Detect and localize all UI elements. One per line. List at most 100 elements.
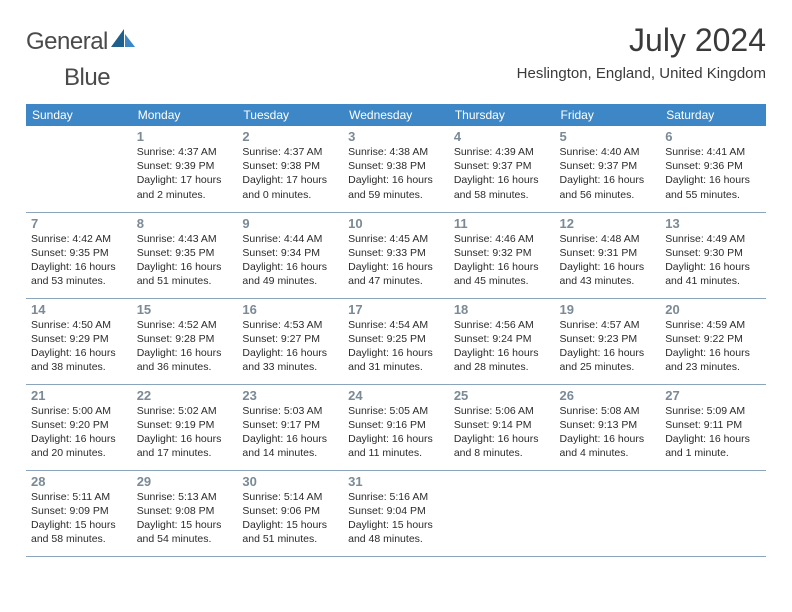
day-info-line: Daylight: 15 hours xyxy=(137,518,233,532)
day-info-line: Sunset: 9:19 PM xyxy=(137,418,233,432)
day-number: 25 xyxy=(454,388,550,403)
day-header-row: Sunday Monday Tuesday Wednesday Thursday… xyxy=(26,104,766,126)
day-info-line: Sunset: 9:34 PM xyxy=(242,246,338,260)
day-info-line: Sunrise: 4:53 AM xyxy=(242,318,338,332)
day-info: Sunrise: 4:59 AMSunset: 9:22 PMDaylight:… xyxy=(665,318,761,375)
calendar-row: 14Sunrise: 4:50 AMSunset: 9:29 PMDayligh… xyxy=(26,298,766,384)
day-number: 8 xyxy=(137,216,233,231)
calendar-cell: 13Sunrise: 4:49 AMSunset: 9:30 PMDayligh… xyxy=(660,212,766,298)
day-number: 17 xyxy=(348,302,444,317)
day-info-line: Sunset: 9:36 PM xyxy=(665,159,761,173)
day-info: Sunrise: 4:49 AMSunset: 9:30 PMDaylight:… xyxy=(665,232,761,289)
day-info-line: Sunset: 9:06 PM xyxy=(242,504,338,518)
calendar-cell: 18Sunrise: 4:56 AMSunset: 9:24 PMDayligh… xyxy=(449,298,555,384)
calendar-cell: 14Sunrise: 4:50 AMSunset: 9:29 PMDayligh… xyxy=(26,298,132,384)
day-info-line: Sunrise: 5:11 AM xyxy=(31,490,127,504)
day-number: 12 xyxy=(560,216,656,231)
brand-logo: General xyxy=(26,28,136,56)
day-info-line: Sunrise: 5:05 AM xyxy=(348,404,444,418)
brand-text-2: Blue xyxy=(64,64,110,91)
day-info-line: and 36 minutes. xyxy=(137,360,233,374)
day-info-line: Daylight: 16 hours xyxy=(137,346,233,360)
calendar-cell: 4Sunrise: 4:39 AMSunset: 9:37 PMDaylight… xyxy=(449,126,555,212)
calendar-cell: 1Sunrise: 4:37 AMSunset: 9:39 PMDaylight… xyxy=(132,126,238,212)
day-info: Sunrise: 4:54 AMSunset: 9:25 PMDaylight:… xyxy=(348,318,444,375)
day-header-sun: Sunday xyxy=(26,104,132,126)
day-info-line: Sunrise: 4:49 AM xyxy=(665,232,761,246)
day-info-line: and 43 minutes. xyxy=(560,274,656,288)
day-info-line: and 38 minutes. xyxy=(31,360,127,374)
day-info-line: Sunrise: 4:50 AM xyxy=(31,318,127,332)
day-info-line: Daylight: 16 hours xyxy=(348,346,444,360)
day-number: 28 xyxy=(31,474,127,489)
calendar-cell: 16Sunrise: 4:53 AMSunset: 9:27 PMDayligh… xyxy=(237,298,343,384)
calendar-cell: 30Sunrise: 5:14 AMSunset: 9:06 PMDayligh… xyxy=(237,470,343,556)
day-info-line: and 58 minutes. xyxy=(454,188,550,202)
day-info-line: Sunrise: 5:03 AM xyxy=(242,404,338,418)
day-number: 9 xyxy=(242,216,338,231)
calendar-cell xyxy=(555,470,661,556)
day-info: Sunrise: 4:53 AMSunset: 9:27 PMDaylight:… xyxy=(242,318,338,375)
day-info-line: Daylight: 16 hours xyxy=(665,173,761,187)
brand-text-2-wrap: Blue xyxy=(26,64,766,92)
day-info: Sunrise: 4:39 AMSunset: 9:37 PMDaylight:… xyxy=(454,145,550,202)
day-header-fri: Friday xyxy=(555,104,661,126)
day-info: Sunrise: 5:00 AMSunset: 9:20 PMDaylight:… xyxy=(31,404,127,461)
calendar-cell: 22Sunrise: 5:02 AMSunset: 9:19 PMDayligh… xyxy=(132,384,238,470)
day-info-line: Sunrise: 4:46 AM xyxy=(454,232,550,246)
calendar-cell: 10Sunrise: 4:45 AMSunset: 9:33 PMDayligh… xyxy=(343,212,449,298)
day-info-line: Sunrise: 4:44 AM xyxy=(242,232,338,246)
day-info-line: Sunset: 9:29 PM xyxy=(31,332,127,346)
day-info-line: Sunrise: 4:40 AM xyxy=(560,145,656,159)
day-info-line: Daylight: 16 hours xyxy=(560,432,656,446)
day-info-line: Sunrise: 5:09 AM xyxy=(665,404,761,418)
day-info-line: and 59 minutes. xyxy=(348,188,444,202)
day-info-line: Sunset: 9:16 PM xyxy=(348,418,444,432)
day-info-line: and 11 minutes. xyxy=(348,446,444,460)
day-number: 30 xyxy=(242,474,338,489)
day-info-line: Sunrise: 4:57 AM xyxy=(560,318,656,332)
day-header-tue: Tuesday xyxy=(237,104,343,126)
day-number: 4 xyxy=(454,129,550,144)
day-number: 24 xyxy=(348,388,444,403)
day-info-line: Daylight: 16 hours xyxy=(348,173,444,187)
calendar-table: Sunday Monday Tuesday Wednesday Thursday… xyxy=(26,104,766,557)
day-number: 2 xyxy=(242,129,338,144)
day-number: 26 xyxy=(560,388,656,403)
day-info-line: Daylight: 16 hours xyxy=(31,346,127,360)
day-info-line: Daylight: 15 hours xyxy=(242,518,338,532)
calendar-cell: 5Sunrise: 4:40 AMSunset: 9:37 PMDaylight… xyxy=(555,126,661,212)
day-info-line: and 23 minutes. xyxy=(665,360,761,374)
day-info-line: Sunrise: 4:54 AM xyxy=(348,318,444,332)
day-info-line: and 55 minutes. xyxy=(665,188,761,202)
day-info: Sunrise: 5:03 AMSunset: 9:17 PMDaylight:… xyxy=(242,404,338,461)
day-info: Sunrise: 5:11 AMSunset: 9:09 PMDaylight:… xyxy=(31,490,127,547)
day-info-line: Daylight: 15 hours xyxy=(31,518,127,532)
day-info-line: and 45 minutes. xyxy=(454,274,550,288)
day-info: Sunrise: 4:56 AMSunset: 9:24 PMDaylight:… xyxy=(454,318,550,375)
day-info-line: and 0 minutes. xyxy=(242,188,338,202)
calendar-cell xyxy=(26,126,132,212)
day-header-sat: Saturday xyxy=(660,104,766,126)
day-info-line: Sunset: 9:17 PM xyxy=(242,418,338,432)
day-info-line: Daylight: 16 hours xyxy=(560,173,656,187)
day-info: Sunrise: 4:50 AMSunset: 9:29 PMDaylight:… xyxy=(31,318,127,375)
brand-text-1: General xyxy=(26,28,108,56)
day-info-line: Sunrise: 5:02 AM xyxy=(137,404,233,418)
day-info-line: and 33 minutes. xyxy=(242,360,338,374)
day-info: Sunrise: 5:02 AMSunset: 9:19 PMDaylight:… xyxy=(137,404,233,461)
day-info-line: and 56 minutes. xyxy=(560,188,656,202)
day-number: 7 xyxy=(31,216,127,231)
calendar-cell: 11Sunrise: 4:46 AMSunset: 9:32 PMDayligh… xyxy=(449,212,555,298)
day-info-line: Sunset: 9:35 PM xyxy=(31,246,127,260)
day-info: Sunrise: 4:44 AMSunset: 9:34 PMDaylight:… xyxy=(242,232,338,289)
day-info-line: Sunset: 9:14 PM xyxy=(454,418,550,432)
day-info-line: and 17 minutes. xyxy=(137,446,233,460)
calendar-cell: 25Sunrise: 5:06 AMSunset: 9:14 PMDayligh… xyxy=(449,384,555,470)
day-number: 18 xyxy=(454,302,550,317)
day-info-line: and 53 minutes. xyxy=(31,274,127,288)
day-info: Sunrise: 5:16 AMSunset: 9:04 PMDaylight:… xyxy=(348,490,444,547)
day-number: 15 xyxy=(137,302,233,317)
day-number: 21 xyxy=(31,388,127,403)
calendar-cell: 15Sunrise: 4:52 AMSunset: 9:28 PMDayligh… xyxy=(132,298,238,384)
